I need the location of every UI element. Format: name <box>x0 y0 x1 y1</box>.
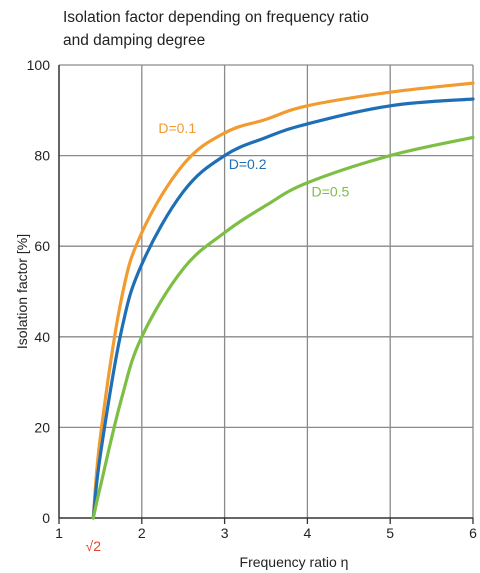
y-tick-label-60: 60 <box>34 238 50 254</box>
chart-title: Isolation factor depending on frequency … <box>63 6 369 52</box>
y-tick-labels: 0 20 40 60 80 100 <box>27 57 51 526</box>
axes <box>58 65 474 524</box>
grid <box>59 64 474 518</box>
x-tick-label-sqrt2: √2 <box>86 538 102 554</box>
curves <box>91 81 475 520</box>
x-tick-label-5: 5 <box>386 525 394 541</box>
x-axis-title: Frequency ratio η <box>240 554 349 570</box>
y-tick-label-100: 100 <box>27 57 51 73</box>
y-tick-label-80: 80 <box>34 148 50 164</box>
x-tick-labels: 1 2 3 4 5 6 √2 <box>55 525 477 554</box>
curve-d-0.2 <box>91 97 475 520</box>
x-tick-label-4: 4 <box>304 525 312 541</box>
curve-d-0.1 <box>91 81 475 520</box>
chart-title-line-2: and damping degree <box>63 32 206 49</box>
chart-title-line-1: Isolation factor depending on frequency … <box>63 9 369 26</box>
curve-d-0.5 <box>91 135 475 520</box>
curve-label-d-0.1: D=0.1 <box>158 120 196 136</box>
y-tick-label-20: 20 <box>34 419 50 435</box>
y-axis-title: Isolation factor [%] <box>14 234 30 349</box>
x-tick-label-3: 3 <box>221 525 229 541</box>
x-tick-label-6: 6 <box>469 525 477 541</box>
curve-label-d-0.5: D=0.5 <box>312 183 350 199</box>
y-tick-label-0: 0 <box>42 510 50 526</box>
x-tick-label-1: 1 <box>55 525 63 541</box>
x-tick-label-2: 2 <box>138 525 146 541</box>
curve-label-d-0.2: D=0.2 <box>229 156 267 172</box>
curve-labels: D=0.1 D=0.2 D=0.5 <box>158 120 349 199</box>
y-tick-label-40: 40 <box>34 329 50 345</box>
